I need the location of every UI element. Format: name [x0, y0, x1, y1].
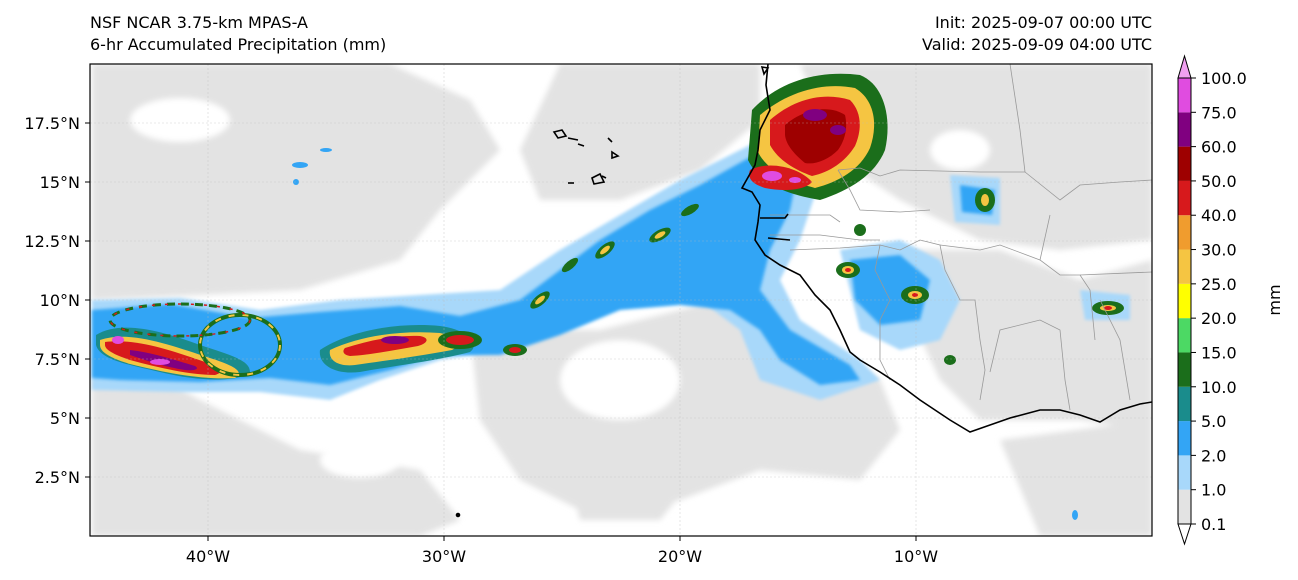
- colorbar-tick-label: 15.0: [1201, 343, 1237, 362]
- lat-tick-label: 15°N: [40, 173, 80, 192]
- colorbar-tick-label: 1.0: [1201, 481, 1226, 500]
- field-title: 6-hr Accumulated Precipitation (mm): [90, 35, 387, 54]
- colorbar-tick-label: 10.0: [1201, 378, 1237, 397]
- colorbar-segment: [1178, 112, 1191, 147]
- colorbar-tick-label: 75.0: [1201, 103, 1237, 122]
- colorbar-segment: [1178, 489, 1191, 524]
- colorbar-segment: [1178, 215, 1191, 250]
- colorbar-over-triangle: [1177, 54, 1192, 79]
- colorbar-tick-label: 30.0: [1201, 241, 1237, 260]
- colorbar-segment: [1178, 249, 1191, 284]
- colorbar-tick-label: 2.0: [1201, 446, 1226, 465]
- gridlines: [90, 64, 1152, 536]
- colorbar-tick-label: 5.0: [1201, 412, 1226, 431]
- colorbar-label: mm: [1265, 284, 1284, 315]
- colorbar-under-triangle: [1177, 523, 1192, 546]
- longitude-axis: 40°W 30°W 20°W 10°W: [186, 536, 938, 566]
- map-plot-area[interactable]: [90, 64, 1152, 536]
- colorbar-tick-label: 100.0: [1201, 69, 1247, 88]
- lon-tick-label: 40°W: [186, 547, 230, 566]
- lat-tick-label: 12.5°N: [24, 232, 80, 251]
- colorbar-segment: [1178, 386, 1191, 422]
- colorbar-tick-label: 60.0: [1201, 138, 1237, 157]
- lat-tick-label: 5°N: [50, 409, 80, 428]
- colorbar-segment: [1178, 318, 1191, 353]
- lat-tick-label: 2.5°N: [35, 468, 80, 487]
- lat-tick-label: 7.5°N: [35, 350, 80, 369]
- colorbar-segment: [1178, 283, 1191, 319]
- precip-heavy-cores: [96, 73, 1124, 520]
- colorbar-tick-label: 0.1: [1201, 515, 1226, 534]
- colorbar-frame: [1177, 77, 1192, 525]
- lat-tick-label: 17.5°N: [24, 114, 80, 133]
- model-title: NSF NCAR 3.75-km MPAS-A: [90, 13, 308, 32]
- lon-tick-label: 10°W: [894, 547, 938, 566]
- colorbar-tick-label: 40.0: [1201, 206, 1237, 225]
- colorbar-segment: [1178, 421, 1191, 456]
- colorbar-tick-label: 50.0: [1201, 172, 1237, 191]
- latitude-axis: 17.5°N 15°N 12.5°N 10°N 7.5°N 5°N 2.5°N: [24, 114, 90, 487]
- colorbar-segment: [1178, 352, 1191, 387]
- valid-time: Valid: 2025-09-09 04:00 UTC: [921, 35, 1152, 54]
- colorbar-tick-label: 20.0: [1201, 309, 1237, 328]
- colorbar-segment: [1178, 455, 1191, 490]
- colorbar-segment: [1178, 180, 1191, 216]
- colorbar-tick-label: 25.0: [1201, 275, 1237, 294]
- init-time: Init: 2025-09-07 00:00 UTC: [934, 13, 1152, 32]
- lat-tick-label: 10°N: [40, 291, 80, 310]
- country-borders: [770, 64, 1152, 411]
- colorbar-segment: [1178, 78, 1191, 113]
- colorbar: 0.1 1.0 2.0 5.0 10.0 15.0 20.0 25.0 30.0 40.0 50.0…: [1177, 54, 1247, 546]
- lon-tick-label: 20°W: [658, 547, 702, 566]
- colorbar-segment: [1178, 146, 1191, 181]
- cape-verde-islands: [455, 129, 620, 518]
- lon-tick-label: 30°W: [422, 547, 466, 566]
- coastline: [740, 64, 1152, 433]
